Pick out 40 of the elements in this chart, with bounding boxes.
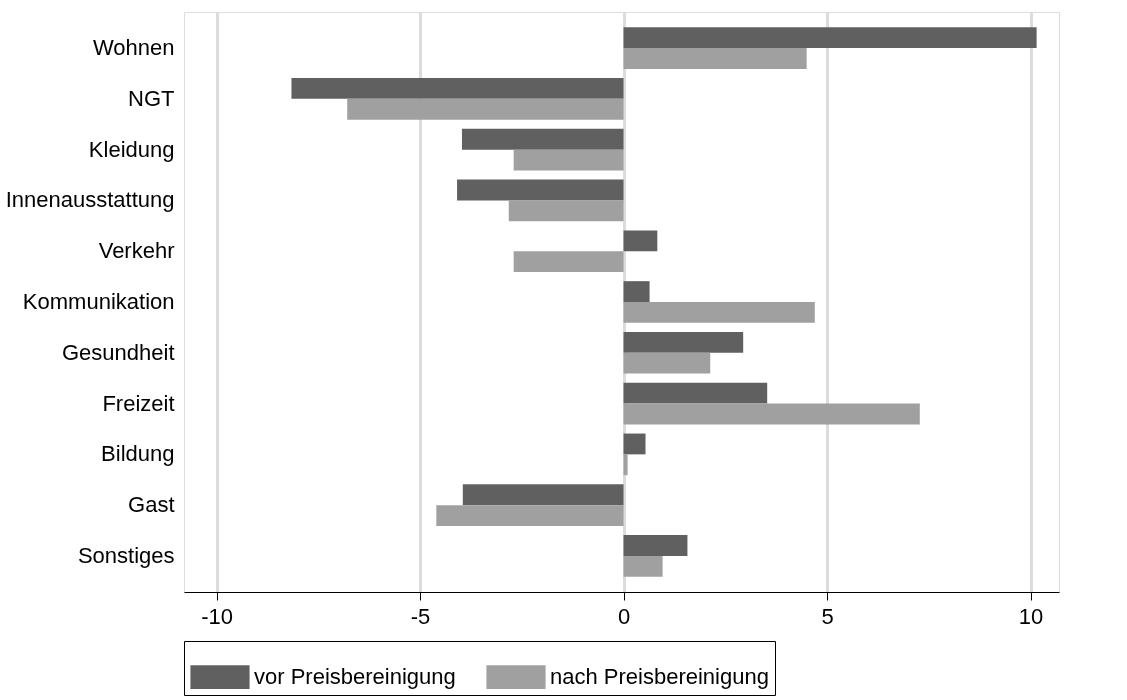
bar: [347, 98, 624, 120]
x-tick-label: -10: [201, 603, 233, 629]
bar: [623, 454, 628, 476]
bar: [623, 331, 744, 353]
bar: [623, 382, 768, 404]
bar: [508, 200, 624, 222]
bar: [436, 505, 624, 526]
bar: [457, 179, 624, 201]
y-tick-label: Kleidung: [88, 136, 175, 162]
y-tick-label: Gast: [128, 492, 175, 518]
y-tick-label: Innenausstattung: [5, 187, 175, 213]
x-tick-label: 5: [821, 603, 834, 629]
y-tick-label: Gesundheit: [61, 339, 175, 365]
bar: [623, 403, 920, 425]
bar: [623, 230, 658, 252]
x-tick-label: -5: [410, 603, 431, 629]
bar: [623, 302, 815, 323]
bar: [623, 535, 688, 556]
bar: [623, 352, 711, 374]
y-tick-label: Kommunikation: [22, 289, 175, 314]
bar: [513, 251, 624, 273]
bar: [513, 149, 624, 171]
x-tick-label: 10: [1018, 603, 1044, 629]
y-tick-label: NGT: [128, 85, 175, 111]
bar: [462, 484, 624, 506]
legend-label: nach Preisbereinigung: [550, 664, 769, 690]
y-tick-label: Verkehr: [98, 238, 175, 264]
bar: [623, 27, 1037, 49]
legend-label: vor Preisbereinigung: [254, 664, 456, 690]
y-tick-label: Freizeit: [102, 390, 175, 416]
y-tick-label: Wohnen: [92, 35, 175, 61]
bar: [291, 78, 624, 99]
bar: [623, 48, 807, 69]
x-tick-label: 0: [617, 603, 631, 629]
y-tick-label: Sonstiges: [77, 542, 175, 568]
bar: [461, 128, 624, 150]
bar: [623, 555, 663, 577]
bar: [623, 433, 646, 455]
bar: [623, 281, 650, 302]
y-tick-label: Bildung: [101, 441, 175, 467]
